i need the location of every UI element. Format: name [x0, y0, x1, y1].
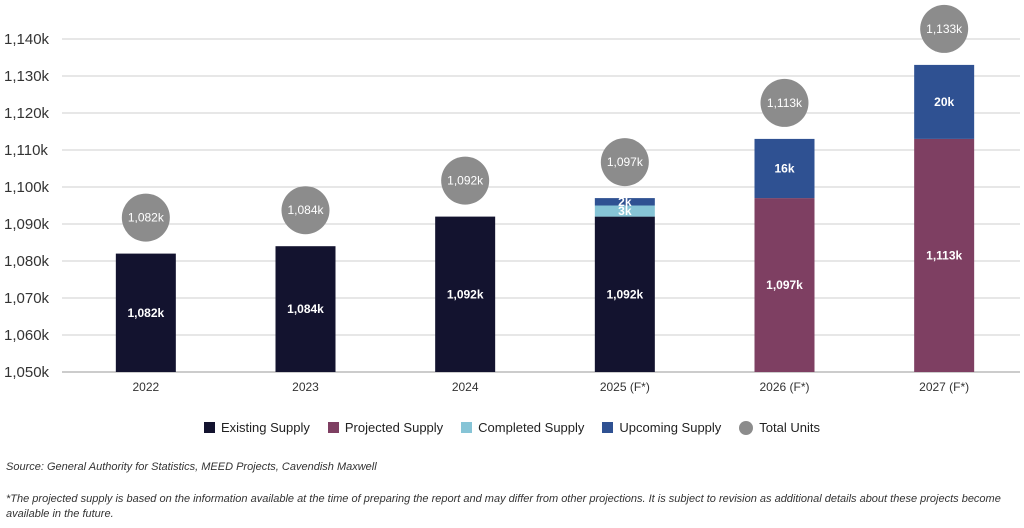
total-units-bubble	[920, 4, 969, 53]
bar-segment-existing-supply	[115, 253, 176, 372]
legend-swatch	[602, 422, 614, 433]
y-tick-label: 1,100k	[4, 179, 50, 196]
y-tick-label: 1,120k	[4, 105, 50, 122]
bar-value-label: 1,084k	[287, 302, 324, 316]
bar-value-label: 1,113k	[926, 248, 962, 262]
legend-item-total-units: Total Units	[739, 420, 820, 435]
legend-item-upcoming-supply: Upcoming Supply	[602, 420, 721, 435]
x-tick-label: 2022	[132, 380, 159, 394]
total-units-label: 1,133k	[926, 22, 963, 36]
legend-label: Existing Supply	[221, 420, 310, 435]
stacked-bar-chart: 1,050k 1,060k 1,070k 1,080k 1,090k 1,100k 1,11…	[4, 4, 1020, 394]
legend-label: Total Units	[759, 420, 820, 435]
total-units-bubble	[760, 78, 809, 127]
gridlines	[62, 38, 1020, 373]
total-unit-bubbles: 1,082k 1,084k 1,092k 1,097k 1,113k 1,133k	[121, 4, 969, 242]
legend-label: Projected Supply	[344, 420, 444, 435]
bar-segment-upcoming-supply	[594, 198, 655, 206]
total-units-label: 1,097k	[607, 155, 644, 169]
x-tick-label: 2025 (F*)	[600, 380, 650, 394]
legend-item-projected-supply: Projected Supply	[327, 420, 444, 435]
total-units-bubble	[600, 138, 649, 187]
y-tick-label: 1,060k	[4, 327, 50, 344]
total-units-bubble	[441, 156, 490, 205]
legend-label: Upcoming Supply	[619, 420, 722, 435]
y-tick-label: 1,070k	[4, 290, 50, 307]
bar-value-label: 2k	[618, 195, 632, 209]
bar-value-label: 3k	[618, 204, 632, 218]
bar-segment-existing-supply	[435, 216, 496, 372]
y-tick-label: 1,090k	[4, 216, 50, 233]
total-units-bubble	[281, 186, 330, 235]
legend-swatch	[204, 422, 215, 433]
bar-segment-upcoming-supply	[754, 138, 815, 199]
bar-value-label: 1,092k	[606, 287, 643, 301]
y-tick-label: 1,130k	[4, 68, 50, 85]
bar-segment-upcoming-supply	[914, 64, 975, 139]
source-note: Source: General Authority for Statistics…	[6, 461, 377, 473]
bar-value-label: 1,092k	[447, 287, 484, 301]
bar-value-label: 1,097k	[766, 278, 803, 292]
bar-value-label: 1,082k	[127, 306, 164, 320]
total-units-bubble	[121, 193, 170, 242]
legend-swatch	[327, 422, 339, 433]
x-tick-label: 2024	[452, 380, 479, 394]
bar-value-label: 16k	[774, 162, 794, 176]
legend-item-completed-supply: Completed Supply	[461, 420, 584, 435]
bar-segment-existing-supply	[275, 246, 336, 372]
x-axis: 2022 2023 2024 2025 (F*) 2026 (F*) 2027 (F*)	[132, 380, 969, 394]
y-tick-label: 1,140k	[4, 31, 50, 48]
legend-item-existing-supply: Existing Supply	[204, 420, 310, 435]
legend-swatch	[739, 420, 754, 435]
y-tick-label: 1,110k	[4, 142, 48, 159]
bar-value-label: 20k	[934, 95, 954, 109]
footnote: *The projected supply is based on the in…	[6, 493, 1001, 520]
total-units-label: 1,092k	[447, 174, 484, 188]
x-tick-label: 2023	[292, 380, 319, 394]
x-tick-label: 2026 (F*)	[759, 380, 809, 394]
bar-segment-existing-supply	[594, 216, 655, 372]
total-units-label: 1,113k	[767, 96, 803, 110]
legend-swatch	[461, 422, 473, 433]
bar-segment-projected-supply	[754, 198, 815, 372]
bar-segment-completed-supply	[594, 205, 655, 217]
legend-label: Completed Supply	[478, 420, 585, 435]
y-tick-label: 1,080k	[4, 253, 50, 270]
y-tick-label: 1,050k	[4, 364, 50, 381]
bar-segment-projected-supply	[914, 138, 975, 372]
y-axis: 1,050k 1,060k 1,070k 1,080k 1,090k 1,100k 1,11…	[4, 31, 50, 381]
total-units-label: 1,082k	[128, 211, 165, 225]
legend: Existing Supply Projected Supply Complet…	[0, 420, 1024, 435]
x-tick-label: 2027 (F*)	[919, 380, 969, 394]
total-units-label: 1,084k	[287, 203, 324, 217]
